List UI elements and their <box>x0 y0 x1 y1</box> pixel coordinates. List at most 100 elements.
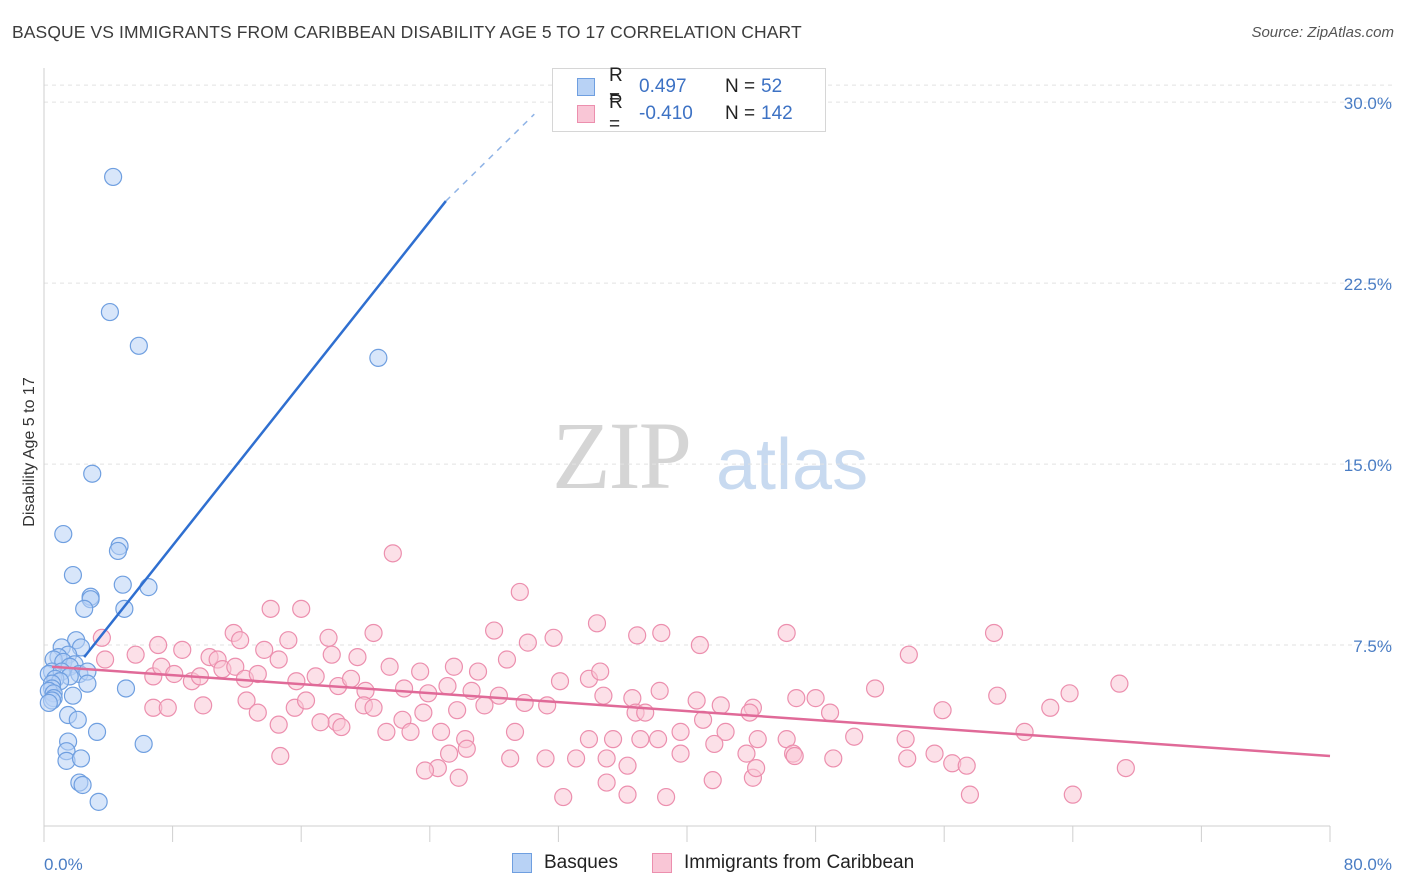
basques-trend-extension <box>445 113 535 202</box>
basques-point <box>134 734 153 754</box>
caribbean-point <box>898 749 917 768</box>
legend-n-value: 52 <box>761 76 783 97</box>
caribbean-point <box>896 730 915 749</box>
caribbean-point <box>899 645 918 664</box>
watermark-atlas: atlas <box>716 425 869 505</box>
caribbean-point <box>322 645 341 664</box>
basques-point <box>83 464 102 483</box>
caribbean-point <box>1015 722 1034 741</box>
caribbean-point <box>1063 785 1082 804</box>
caribbean-point <box>255 640 274 659</box>
caribbean-point <box>845 727 864 746</box>
caribbean-point <box>414 703 433 722</box>
basques-point <box>68 710 87 729</box>
legend-r-label: R = <box>609 65 623 108</box>
legend-r-value: -0.410 <box>639 103 693 124</box>
bottom-legend-caribbean[interactable]: Immigrants from Caribbean <box>652 852 914 874</box>
caribbean-point <box>149 635 168 655</box>
caribbean-point <box>444 657 464 676</box>
y-tick-label: 7.5% <box>1353 637 1392 656</box>
legend-swatch-caribbean <box>577 105 595 123</box>
caribbean-point <box>489 686 509 705</box>
legend-row-basques: R = 0.497 N = 52 <box>577 65 783 108</box>
caribbean-point <box>194 696 213 715</box>
caribbean-point <box>933 701 952 720</box>
y-tick-label: 30.0% <box>1344 94 1392 113</box>
caribbean-point <box>591 662 610 681</box>
x-tick-label: 0.0% <box>44 855 83 874</box>
caribbean-point <box>1110 674 1129 693</box>
basques-point <box>73 775 92 795</box>
caribbean-point <box>984 623 1004 643</box>
caribbean-point <box>579 730 599 749</box>
basques-point <box>78 674 97 693</box>
caribbean-point <box>377 722 396 741</box>
caribbean-point <box>747 758 766 778</box>
caribbean-point <box>554 787 573 807</box>
caribbean-point <box>618 756 637 775</box>
basques-point <box>89 792 108 811</box>
caribbean-point <box>865 679 885 698</box>
caribbean-point <box>566 749 586 768</box>
caribbean-point <box>248 664 267 684</box>
basques-point <box>87 722 107 741</box>
y-tick-label: 15.0% <box>1344 456 1392 475</box>
caribbean-point <box>925 744 944 763</box>
bottom-legend-basques[interactable]: Basques <box>512 852 618 874</box>
basques-point <box>139 578 158 597</box>
basques-point <box>108 541 128 561</box>
caribbean-point <box>650 681 669 700</box>
caribbean-trend-line <box>51 665 1331 758</box>
caribbean-point <box>538 696 557 715</box>
caribbean-point <box>226 657 245 676</box>
caribbean-point <box>292 599 311 618</box>
legend-row-caribbean: R = -0.410 N = 142 <box>577 92 793 135</box>
caribbean-point <box>705 734 724 754</box>
caribbean-point <box>544 628 563 647</box>
caribbean-point <box>687 691 706 710</box>
caribbean-point <box>306 667 325 686</box>
basques-point <box>71 749 91 768</box>
caribbean-point <box>380 657 399 676</box>
bottom-legend: Basques Immigrants from Caribbean <box>0 852 1406 878</box>
caribbean-point <box>341 669 361 688</box>
basques-point <box>63 565 83 585</box>
legend-r-value: 0.497 <box>639 76 687 97</box>
caribbean-point <box>515 693 534 713</box>
caribbean-point <box>1041 698 1060 717</box>
caribbean-point <box>411 662 430 681</box>
caribbean-point <box>438 676 457 696</box>
legend-n-label: N = <box>725 103 756 124</box>
caribbean-point <box>415 761 435 780</box>
basques-point <box>63 686 83 705</box>
legend-n-value: 142 <box>761 103 793 124</box>
caribbean-point <box>449 768 468 787</box>
caribbean-point <box>401 722 420 741</box>
basques-point <box>39 693 58 713</box>
basques-point <box>113 575 132 594</box>
caribbean-point <box>475 696 494 715</box>
caribbean-point <box>319 628 338 647</box>
caribbean-point <box>269 715 288 734</box>
caribbean-point <box>648 730 668 749</box>
legend-swatch-basques <box>577 78 595 96</box>
caribbean-point <box>594 686 613 705</box>
bottom-legend-label-caribbean: Immigrants from Caribbean <box>684 852 915 873</box>
caribbean-point <box>1116 758 1135 778</box>
caribbean-point <box>497 650 517 669</box>
caribbean-point <box>126 645 145 664</box>
caribbean-point <box>248 703 267 722</box>
caribbean-point <box>311 713 330 732</box>
basques-point <box>104 167 123 187</box>
caribbean-point <box>296 691 316 710</box>
x-tick-label: 80.0% <box>1344 855 1392 874</box>
caribbean-point <box>703 771 722 790</box>
caribbean-point <box>748 730 767 749</box>
caribbean-point <box>158 698 177 717</box>
caribbean-point <box>485 621 504 640</box>
y-tick-label: 22.5% <box>1344 275 1392 294</box>
caribbean-point <box>439 744 459 763</box>
basques-point <box>369 348 388 367</box>
caribbean-point <box>287 672 306 691</box>
caribbean-point <box>597 773 616 792</box>
